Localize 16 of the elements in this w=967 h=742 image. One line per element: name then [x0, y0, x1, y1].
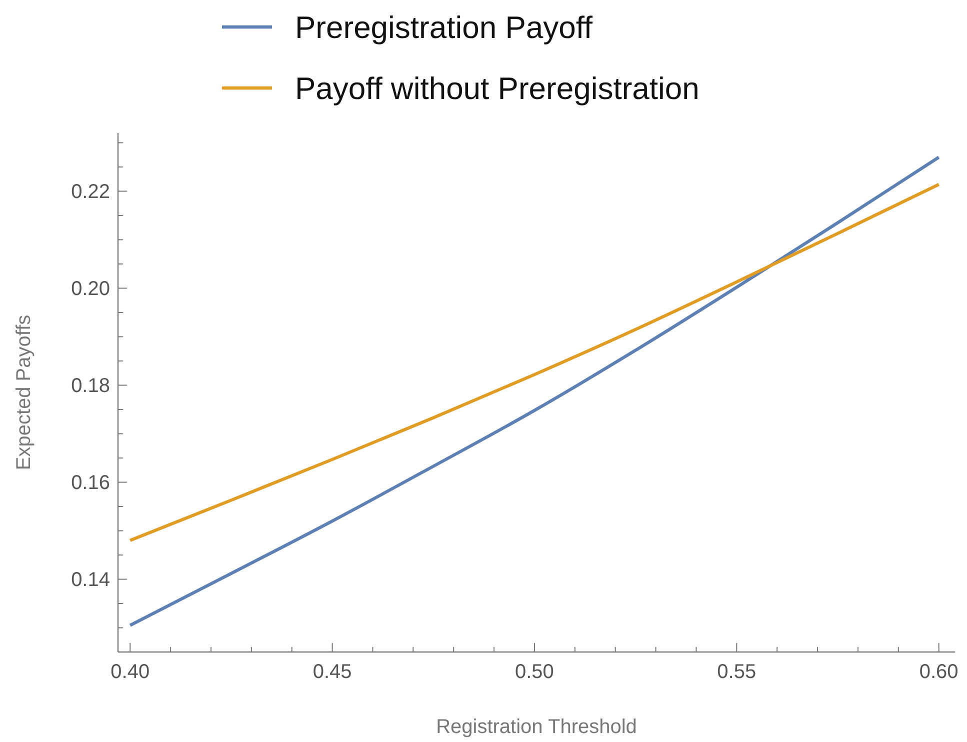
line-series — [128, 156, 940, 627]
legend-label: Payoff without Preregistration — [295, 70, 700, 106]
y-axis-title: Expected Payoffs — [13, 314, 35, 470]
y-tick-label: 0.14 — [71, 569, 110, 592]
x-tick-label: 0.55 — [717, 661, 756, 683]
y-tick-label: 0.16 — [71, 472, 110, 494]
line-series — [128, 182, 940, 542]
y-tick-label: 0.22 — [71, 181, 110, 204]
x-tick-label: 0.40 — [110, 661, 150, 683]
y-tick-label: 0.18 — [71, 375, 110, 398]
x-tick-label: 0.45 — [312, 661, 352, 683]
y-tick-label: 0.20 — [71, 278, 110, 300]
legend-label: Preregistration Payoff — [295, 10, 593, 45]
x-tick-label: 0.50 — [515, 661, 554, 683]
x-tick-label: 0.60 — [919, 661, 958, 683]
x-axis-title: Registration Threshold — [436, 716, 637, 738]
